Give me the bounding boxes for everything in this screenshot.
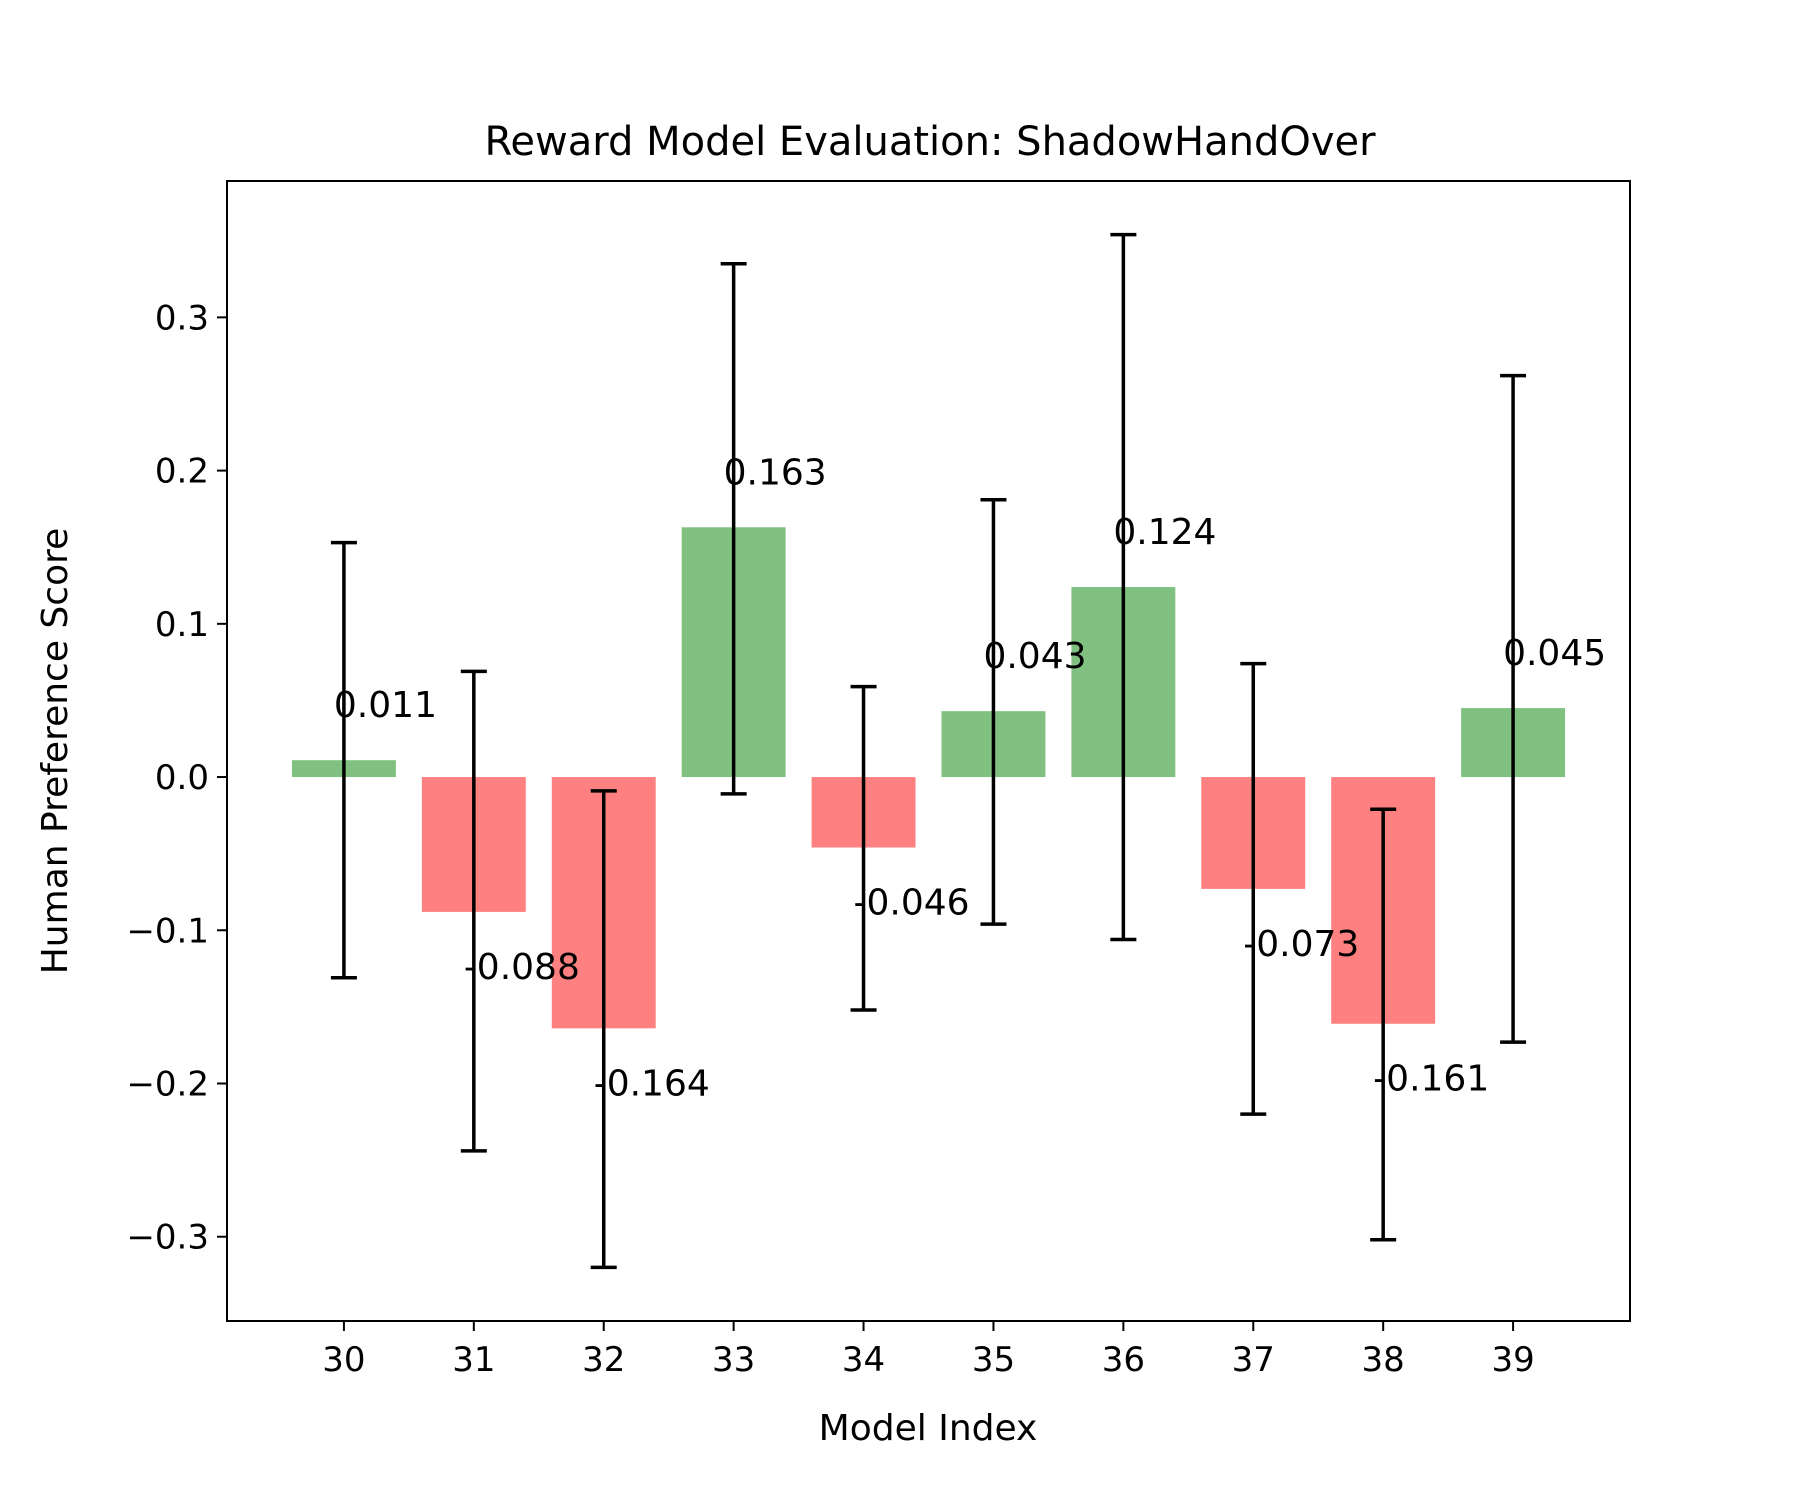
value-label-30: 0.011 [334, 685, 437, 726]
x-tick-label: 37 [1232, 1340, 1275, 1380]
value-labels: 0.011 -0.088 -0.164 0.163 -0.046 0.043 0.124 -0… [334, 452, 1606, 1104]
y-tick-label: 0.2 [155, 452, 209, 492]
x-tick-label: 38 [1362, 1340, 1405, 1380]
x-tick-label: 31 [452, 1340, 495, 1380]
value-label-34: -0.046 [854, 883, 970, 924]
x-tick-label: 34 [842, 1340, 885, 1380]
y-tick-label: 0.0 [155, 758, 209, 798]
y-tick-label: −0.2 [126, 1065, 209, 1105]
y-axis-label: Human Preference Score [35, 528, 76, 975]
y-tick-label: 0.1 [155, 605, 209, 645]
plot-frame [226, 180, 1631, 1322]
value-label-33: 0.163 [724, 452, 827, 493]
x-tick-label: 30 [322, 1340, 365, 1380]
y-axis: −0.3 −0.2 −0.1 0.0 0.1 0.2 0.3 [126, 298, 227, 1258]
chart-title: Reward Model Evaluation: ShadowHandOver [484, 119, 1376, 165]
x-tick-label: 36 [1102, 1340, 1145, 1380]
value-label-36: 0.124 [1113, 512, 1216, 553]
value-label-38: -0.161 [1373, 1059, 1489, 1100]
error-bars [330, 232, 1527, 1270]
value-label-31: -0.088 [464, 947, 580, 988]
value-label-39: 0.045 [1503, 633, 1606, 674]
value-label-32: -0.164 [594, 1063, 710, 1104]
x-tick-label: 33 [712, 1340, 755, 1380]
value-label-35: 0.043 [983, 636, 1086, 677]
y-tick-label: −0.3 [126, 1218, 209, 1258]
x-tick-label: 32 [582, 1340, 625, 1380]
x-axis: 30 31 32 33 34 35 36 37 38 39 [322, 1321, 1535, 1380]
x-tick-label: 39 [1491, 1340, 1534, 1380]
x-tick-label: 35 [972, 1340, 1015, 1380]
y-tick-label: −0.1 [126, 911, 209, 951]
value-label-37: -0.073 [1243, 924, 1359, 965]
y-tick-label: 0.3 [155, 298, 209, 338]
x-axis-label: Model Index [819, 1408, 1038, 1449]
